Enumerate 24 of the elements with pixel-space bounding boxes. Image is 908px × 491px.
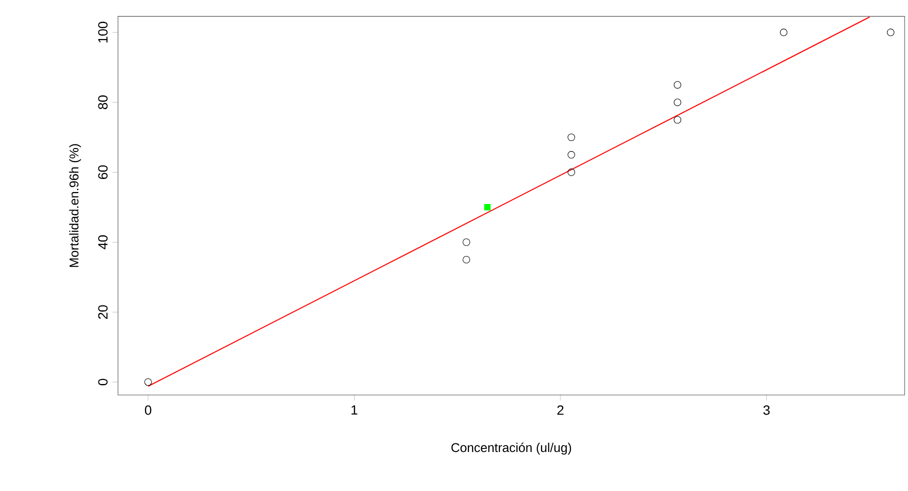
y-tick-label: 40 — [98, 235, 108, 250]
point — [886, 28, 894, 36]
y-tick-label: 80 — [98, 95, 108, 110]
x-tick-label: 0 — [144, 405, 152, 415]
y-axis-title: Mortalidad.en.96h (%) — [69, 144, 81, 267]
point — [462, 256, 470, 264]
point — [144, 378, 152, 386]
point — [568, 134, 576, 142]
x-tick-label: 2 — [557, 405, 564, 415]
y-tick-label: 60 — [98, 165, 108, 180]
y-tick-label: 0 — [98, 378, 108, 386]
point — [674, 81, 682, 89]
point — [462, 238, 470, 246]
point — [484, 204, 491, 210]
point — [674, 116, 682, 124]
y-tick-label: 20 — [98, 305, 108, 319]
point — [674, 98, 682, 106]
x-tick-label: 3 — [763, 405, 770, 415]
x-tick-label: 1 — [352, 405, 358, 415]
x-axis-title: Concentración (ul/ug) — [451, 442, 572, 455]
point — [568, 151, 576, 159]
y-tick-label: 100 — [98, 22, 108, 43]
point — [780, 28, 788, 36]
point — [568, 168, 576, 176]
